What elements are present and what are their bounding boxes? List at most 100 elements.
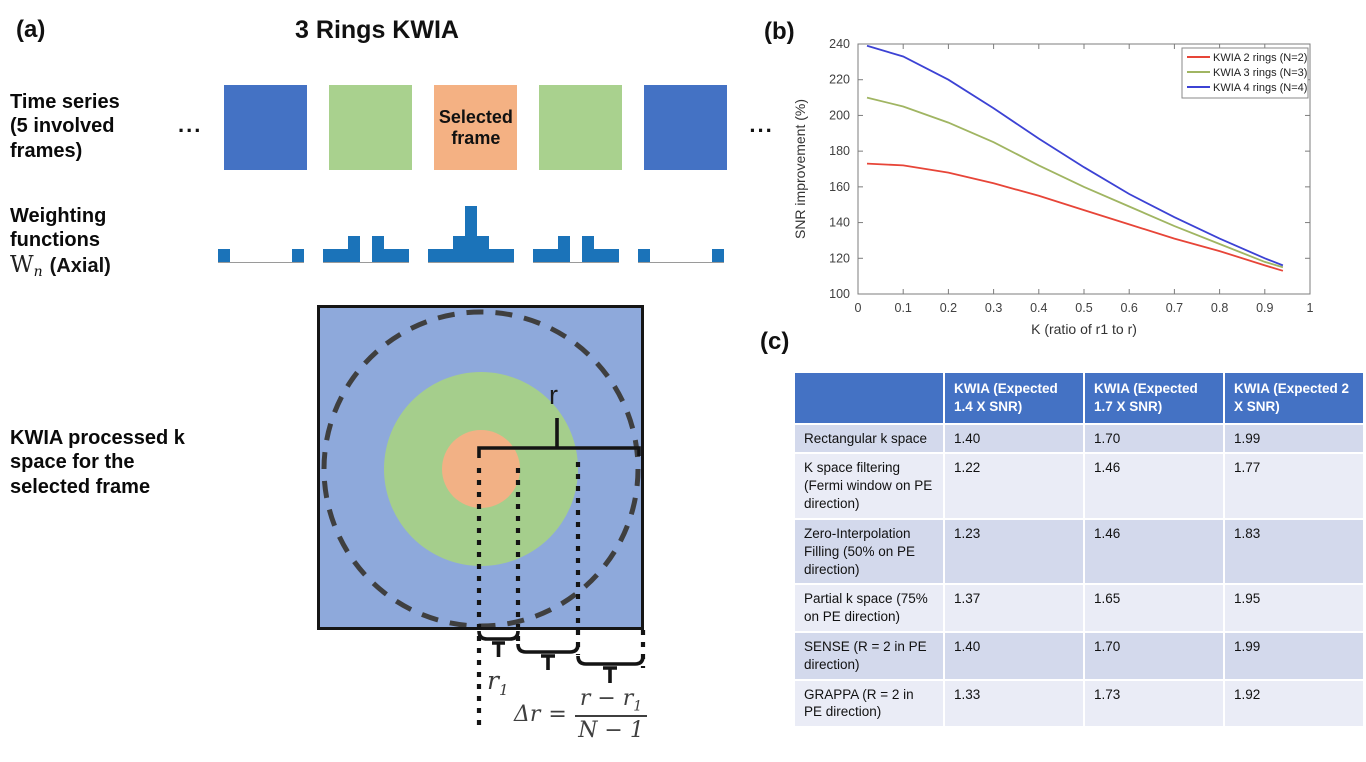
svg-text:1: 1 [1307,301,1314,315]
table-row: Zero-Interpolation Filling (50% on PE di… [795,519,1363,584]
delta-r-formula: Δr = r − r1 N − 1 [514,686,648,744]
chart-ylabel: SNR improvement (%) [792,99,808,239]
table-row: Partial k space (75% on PE direction) 1.3… [795,585,1363,631]
weighting-label: Weighting functions [10,205,107,252]
brace-r1-stem [492,641,505,657]
table-cell: 1.23 [945,519,1085,584]
weighting-functions-row [218,196,724,263]
ellipsis-left: ... [178,111,203,137]
table-head: KWIA (Expected 1.4 X SNR) KWIA (Expected … [795,373,1363,423]
weight-bar [372,236,385,262]
weight-bar [335,249,348,262]
table-row-label: K space filtering (Fermi window on PE di… [795,454,945,518]
table-cell: 1.77 [1225,454,1363,518]
svg-text:100: 100 [829,287,850,301]
weighting-group-3 [428,196,514,263]
weight-bar [606,249,619,262]
frame-blue-left [224,85,308,170]
svg-text:0: 0 [855,301,862,315]
weight-bar [533,249,546,262]
brace-dr1 [516,643,580,654]
radius-r1-label: r1 [487,666,509,699]
legend-entry: KWIA 4 rings (N=4) [1213,82,1307,94]
brace-dr2 [576,655,645,666]
formula-lhs: Δr [514,702,541,728]
table-cell: 1.95 [1225,585,1363,631]
panel-b-label: (b) [764,18,795,45]
weight-bar [711,249,724,262]
weight-bar [428,249,441,262]
table-row-label: GRAPPA (R = 2 in PE direction) [795,680,945,727]
table-cell: 1.40 [945,424,1085,453]
table-header-cell: KWIA (Expected 1.7 X SNR) [1085,373,1225,423]
table-cell: 1.83 [1225,519,1363,584]
table-row: K space filtering (Fermi window on PE di… [795,454,1363,518]
table-cell: 1.65 [1085,585,1225,631]
snr-chart-svg: 0 0.1 0.2 0.3 0.4 0.5 0.6 0.7 0.8 0.9 1 100 120 140 16… [792,37,1314,337]
weight-bar [440,249,453,262]
table-row-label: Rectangular k space [795,424,945,453]
table-cell: 1.37 [945,585,1085,631]
svg-text:0.2: 0.2 [940,301,957,315]
weighting-group-2 [323,196,409,263]
time-series-frames-row: ... Selected frame ... [178,85,774,170]
weight-bar [582,236,595,262]
frame-selected: Selected frame [434,85,518,170]
svg-text:240: 240 [829,37,850,51]
chart-series-kwia-4-rings-n-4- [866,44,1284,267]
table-row: GRAPPA (R = 2 in PE direction) 1.33 1.73 1.… [795,680,1363,727]
panel-c-label: (c) [760,328,790,355]
table-row: SENSE (R = 2 in PE direction) 1.40 1.70 1.9… [795,632,1363,679]
brace-dr1-stem [541,654,555,670]
svg-text:140: 140 [829,216,850,230]
legend-entry: KWIA 3 rings (N=3) [1213,67,1307,79]
brace-dr2-stem [603,666,617,683]
center-circle [442,430,520,508]
weighting-group-1 [218,196,304,263]
svg-text:220: 220 [829,73,850,87]
weight-bar [545,249,558,262]
table-cell: 1.70 [1085,424,1225,453]
weight-bar [291,249,304,262]
table-cell: 1.40 [945,632,1085,679]
svg-text:0.3: 0.3 [985,301,1002,315]
frame-blue-right [644,85,728,170]
svg-text:180: 180 [829,144,850,158]
weight-bar [323,249,336,262]
brace-r1 [477,630,520,641]
table-cell: 1.46 [1085,454,1225,518]
snr-table-wrap: KWIA (Expected 1.4 X SNR) KWIA (Expected … [795,371,1363,728]
svg-text:0.1: 0.1 [895,301,912,315]
svg-text:0.5: 0.5 [1075,301,1092,315]
table-header-cell: KWIA (Expected 2 X SNR) [1225,373,1363,423]
chart-series-kwia-3-rings-n-3- [866,96,1284,269]
table-body: Rectangular k space 1.40 1.70 1.99 K space f… [795,424,1363,727]
weighting-group-4 [533,196,619,263]
formula-denominator: N − 1 [578,718,644,744]
weight-bar [477,236,490,262]
weight-bar [384,249,397,262]
formula-fraction: r − r1 N − 1 [574,686,648,744]
weight-bar [557,236,570,262]
table-header-cell [795,373,945,423]
selected-frame-label: Selected frame [438,106,513,148]
table-row: Rectangular k space 1.40 1.70 1.99 [795,424,1363,453]
svg-text:200: 200 [829,108,850,122]
kspace-label: KWIA processed k space for the selected … [10,427,185,498]
kspace-rings [321,309,641,629]
svg-text:0.6: 0.6 [1121,301,1138,315]
table-cell: 1.99 [1225,632,1363,679]
table-cell: 1.46 [1085,519,1225,584]
svg-text:160: 160 [829,180,850,194]
table-cell: 1.70 [1085,632,1225,679]
weight-bar [452,236,465,262]
weight-bar [501,249,514,262]
table-cell: 1.33 [945,680,1085,727]
table-cell: 1.92 [1225,680,1363,727]
table-cell: 1.99 [1225,424,1363,453]
chart-tick-labels: 0 0.1 0.2 0.3 0.4 0.5 0.6 0.7 0.8 0.9 1 100 120 140 16… [792,37,1314,337]
panel-a-title: 3 Rings KWIA [295,16,459,44]
chart-xlabel: K (ratio of r1 to r) [1031,321,1137,337]
snr-chart: 0 0.1 0.2 0.3 0.4 0.5 0.6 0.7 0.8 0.9 1 100 120 140 16… [788,28,1366,351]
